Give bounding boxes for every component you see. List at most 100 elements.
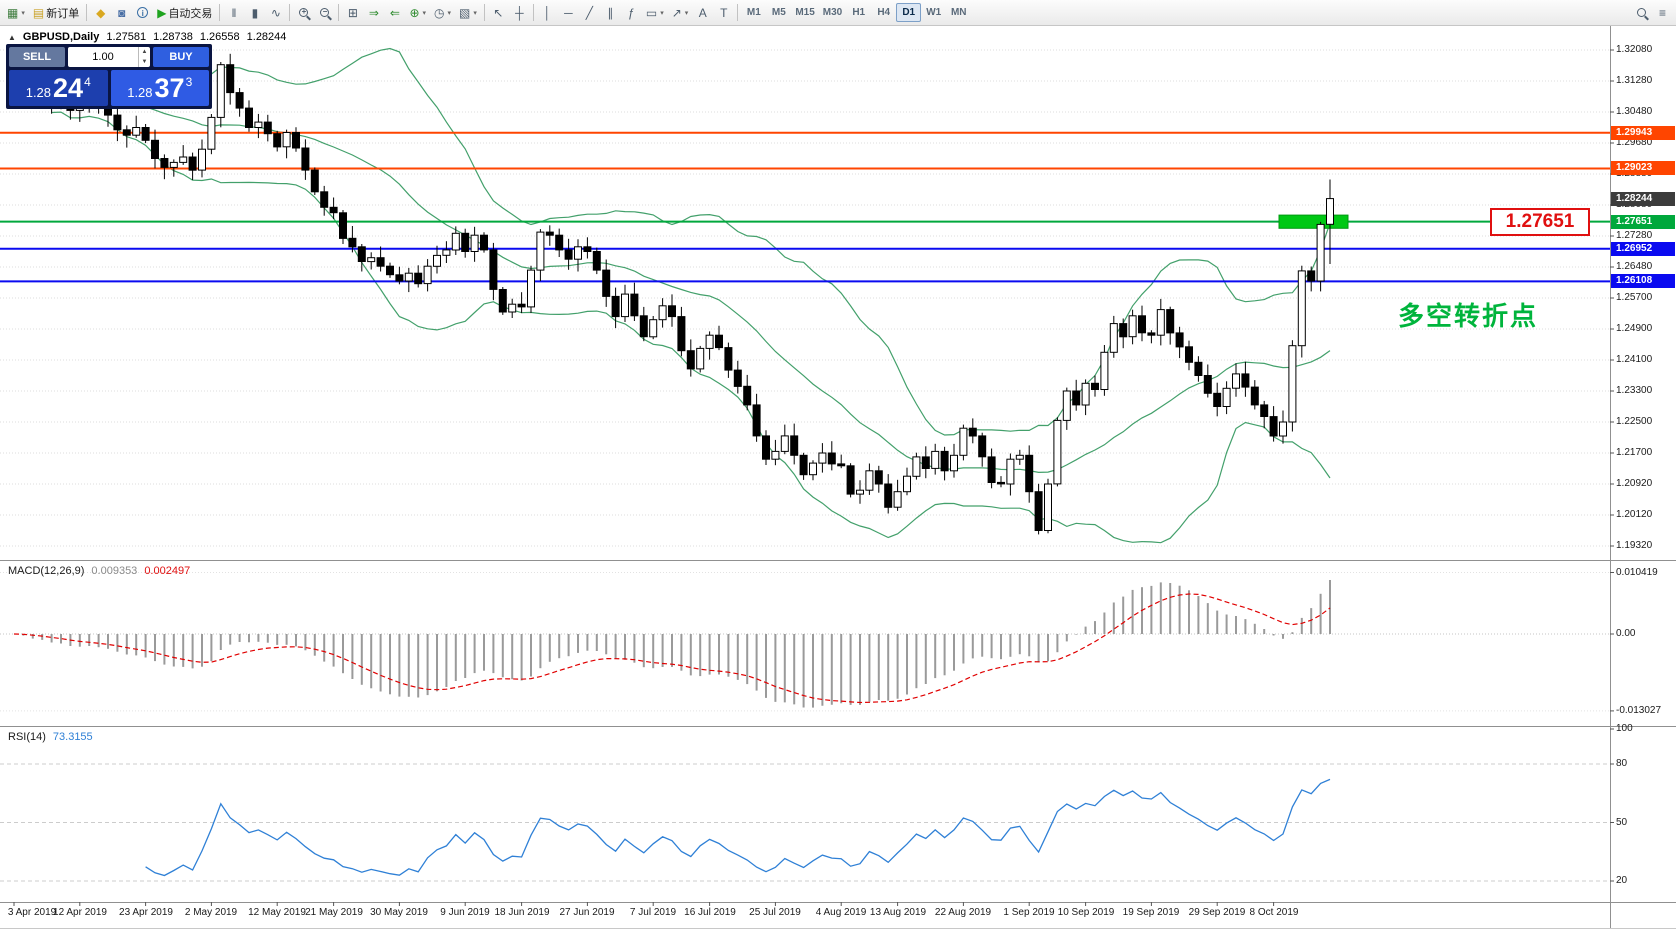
new-chart-button[interactable]: ▦ ▾	[3, 2, 29, 23]
channel-icon[interactable]: ∥	[600, 2, 621, 23]
magnifier-glyph: −	[320, 7, 330, 17]
auto-scroll-icon[interactable]: ⇒	[363, 2, 384, 23]
layouts-glyph: ≡	[1658, 5, 1666, 20]
metaeditor-icon[interactable]: ◆	[90, 2, 111, 23]
volume-field: ▲ ▼	[68, 47, 150, 67]
templates-button[interactable]: ▧ ▾	[455, 2, 481, 23]
crosshair-icon[interactable]: ┼	[509, 2, 530, 23]
timeframe-button-d1[interactable]: D1	[896, 3, 922, 22]
price-annotation-box[interactable]: 1.27651	[1490, 208, 1590, 236]
vertical-line-glyph: │	[543, 5, 552, 20]
sell-price-box[interactable]: 1.28 24 4	[9, 70, 108, 106]
price-grid	[0, 49, 1614, 547]
new-order-button[interactable]: ▤ 新订单	[29, 2, 83, 23]
search-icon[interactable]	[1631, 2, 1652, 23]
new-order-button-label: 新订单	[46, 7, 80, 20]
layouts-icon[interactable]: ≡	[1652, 2, 1673, 23]
indicators-button[interactable]: ⊕ ▾	[405, 2, 430, 23]
chart-shift-glyph: ⇐	[389, 5, 400, 20]
magnifier-glyph: +	[299, 7, 309, 17]
candlestick-chart-icon[interactable]: ▮	[244, 2, 265, 23]
fibonacci-icon[interactable]: ƒ	[621, 2, 642, 23]
tile-windows-icon[interactable]: ⊞	[342, 2, 363, 23]
volume-input[interactable]	[68, 47, 138, 67]
sell-button[interactable]: SELL	[9, 47, 65, 67]
toolbar-separator	[483, 4, 485, 21]
arrows-glyph: ↗	[671, 5, 682, 20]
rsi-value: 73.3155	[52, 731, 93, 743]
toolbar-separator	[86, 4, 88, 21]
help-icon[interactable]: i	[132, 2, 153, 23]
toolbar-separator	[532, 4, 534, 21]
timeframe-button-h1[interactable]: H1	[852, 7, 866, 18]
timeframe-button-w1[interactable]: W1	[926, 7, 942, 18]
bollinger-bands	[51, 47, 1331, 544]
ohlc-low: 1.26558	[199, 31, 240, 43]
zoom-out-icon[interactable]: −	[314, 2, 335, 23]
arrows-icon[interactable]: ↗ ▾	[668, 2, 693, 23]
macd-indicator	[0, 572, 1614, 712]
rsi-label: RSI(14)	[8, 731, 46, 743]
buy-price-big: 37	[154, 73, 185, 103]
timeframe-button-h4[interactable]: H4	[877, 7, 891, 18]
periods-glyph: ◷	[434, 5, 445, 20]
ohlc-high: 1.28738	[153, 31, 193, 43]
candlestick-chart-glyph: ▮	[251, 5, 259, 20]
timeframe-button-m5[interactable]: M5	[771, 7, 786, 18]
macd-header: MACD(12,26,9) 0.009353 0.002497	[8, 565, 190, 577]
horizontal-line-glyph: ─	[564, 5, 573, 20]
timeframe-button-m30[interactable]: M30	[822, 7, 843, 18]
volume-up-icon[interactable]: ▲	[141, 49, 148, 55]
main-toolbar: ▦ ▾ ▤ 新订单 ◆ ◙ i ▶ 自动交易 ‖ ▮ ∿ + − ⊞ ⇒ ⇐ ⊕ ▾ ◷ ▾ ▧ ▾ ↖ ┼ │ ─ ╱ ∥ ƒ ▭ ▾ ↗ ▾ A…	[0, 0, 1676, 26]
breakout-rectangle[interactable]	[1278, 214, 1349, 229]
metaeditor-glyph: ◆	[96, 5, 106, 20]
vertical-line-icon[interactable]: │	[537, 2, 558, 23]
timeframe-button-m15[interactable]: M15	[795, 7, 815, 18]
periods-button[interactable]: ◷ ▾	[430, 2, 455, 23]
fibonacci-glyph: ƒ	[628, 5, 635, 20]
macd-signal-value: 0.002497	[144, 565, 191, 577]
magnifier-glyph	[1637, 8, 1646, 17]
line-chart-icon[interactable]: ∿	[265, 2, 286, 23]
dropdown-arrow-icon: ▾	[447, 9, 452, 17]
trendline-icon[interactable]: ╱	[579, 2, 600, 23]
crosshair-glyph: ┼	[515, 5, 524, 20]
new-order-glyph: ▤	[32, 5, 45, 20]
pivot-annotation-text[interactable]: 多空转折点	[1398, 301, 1539, 331]
templates-glyph: ▧	[459, 5, 471, 20]
dropdown-arrow-icon: ▾	[660, 9, 664, 17]
channel-glyph: ∥	[607, 5, 614, 20]
chart-shift-icon[interactable]: ⇐	[384, 2, 405, 23]
auto-trading-button-label: 自动交易	[168, 7, 213, 20]
terminal-icon[interactable]: ◙	[111, 2, 132, 23]
cursor-icon[interactable]: ↖	[488, 2, 509, 23]
trade-panel-prices: 1.28 24 4 1.28 37 3	[9, 70, 209, 106]
ohlc-open: 1.27581	[106, 31, 147, 43]
bar-chart-icon[interactable]: ‖	[223, 2, 244, 23]
buy-price-prefix: 1.28	[127, 85, 153, 100]
zoom-in-icon[interactable]: +	[293, 2, 314, 23]
buy-price-sup: 3	[185, 74, 193, 89]
volume-stepper[interactable]: ▲ ▼	[138, 47, 150, 67]
buy-price-box[interactable]: 1.28 37 3	[110, 70, 209, 106]
timeframe-button-m1[interactable]: M1	[746, 7, 761, 18]
text-icon[interactable]: A	[692, 2, 713, 23]
text-label-icon[interactable]: T	[713, 2, 734, 23]
buy-button[interactable]: BUY	[153, 47, 209, 67]
info-glyph: i	[137, 7, 149, 18]
auto-trading-button[interactable]: ▶ 自动交易	[153, 2, 216, 23]
trade-panel-controls: SELL ▲ ▼ BUY	[9, 47, 209, 67]
timeframe-button-mn[interactable]: MN	[950, 7, 967, 18]
horizontal-line-icon[interactable]: ─	[558, 2, 579, 23]
collapse-panel-icon[interactable]: ▲	[8, 32, 16, 42]
text-glyph: A	[698, 5, 707, 20]
rsi-line	[145, 778, 1331, 877]
line-chart-glyph: ∿	[270, 5, 281, 20]
auto-trading-glyph: ▶	[157, 5, 167, 20]
sell-price-big: 24	[53, 73, 84, 103]
volume-down-icon[interactable]: ▼	[141, 59, 148, 65]
shapes-icon[interactable]: ▭ ▾	[642, 2, 668, 23]
horizontal-line-objects[interactable]	[0, 131, 1610, 283]
macd-main-value: 0.009353	[91, 565, 138, 577]
